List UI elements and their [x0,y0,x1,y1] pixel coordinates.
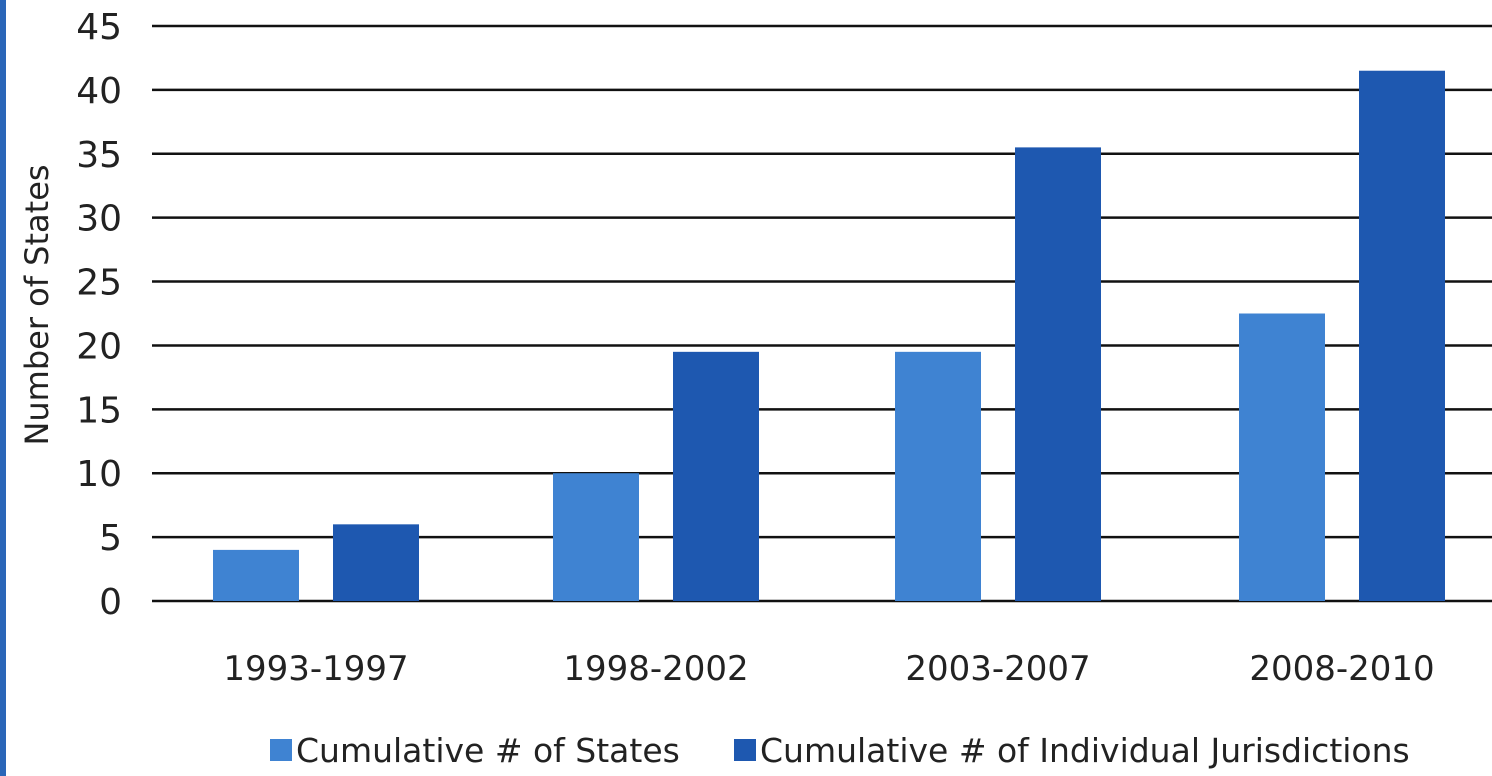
y-tick-label: 45 [76,7,122,48]
bars [213,70,1445,601]
legend-label-series-1: Cumulative # of States [296,731,680,770]
bar-2008-2010-series-2 [1359,70,1445,601]
legend-swatch-series-2 [734,739,756,761]
bar-2003-2007-series-2 [1015,147,1101,601]
bar-2008-2010-series-1 [1239,313,1325,601]
x-category-label: 2003-2007 [905,649,1090,689]
x-category-label: 1993-1997 [223,649,408,689]
page-edge-strip [0,0,6,776]
y-tick-label: 5 [99,518,122,559]
legend: Cumulative # of States Cumulative # of In… [270,731,1410,770]
bar-1998-2002-series-2 [673,351,759,601]
y-tick-label: 0 [99,582,122,623]
y-axis-ticks: 0 5 10 15 20 25 30 35 40 45 [76,7,122,623]
y-tick-label: 15 [76,390,122,431]
y-tick-label: 25 [76,263,122,304]
y-tick-label: 20 [76,326,122,367]
y-tick-label: 30 [76,199,122,240]
x-category-label: 1998-2002 [563,649,748,689]
y-axis-title: Number of States [18,164,56,445]
y-tick-label: 35 [76,135,122,176]
bar-2003-2007-series-1 [895,351,981,601]
bar-1993-1997-series-2 [333,524,419,601]
legend-swatch-series-1 [270,739,292,761]
y-tick-label: 40 [76,71,122,112]
x-axis-categories: 1993-1997 1998-2002 2003-2007 2008-2010 [223,649,1434,689]
y-tick-label: 10 [76,454,122,495]
legend-label-series-2: Cumulative # of Individual Jurisdictions [760,731,1410,770]
bar-1993-1997-series-1 [213,549,299,601]
x-category-label: 2008-2010 [1249,649,1434,689]
bar-1998-2002-series-1 [553,473,639,601]
